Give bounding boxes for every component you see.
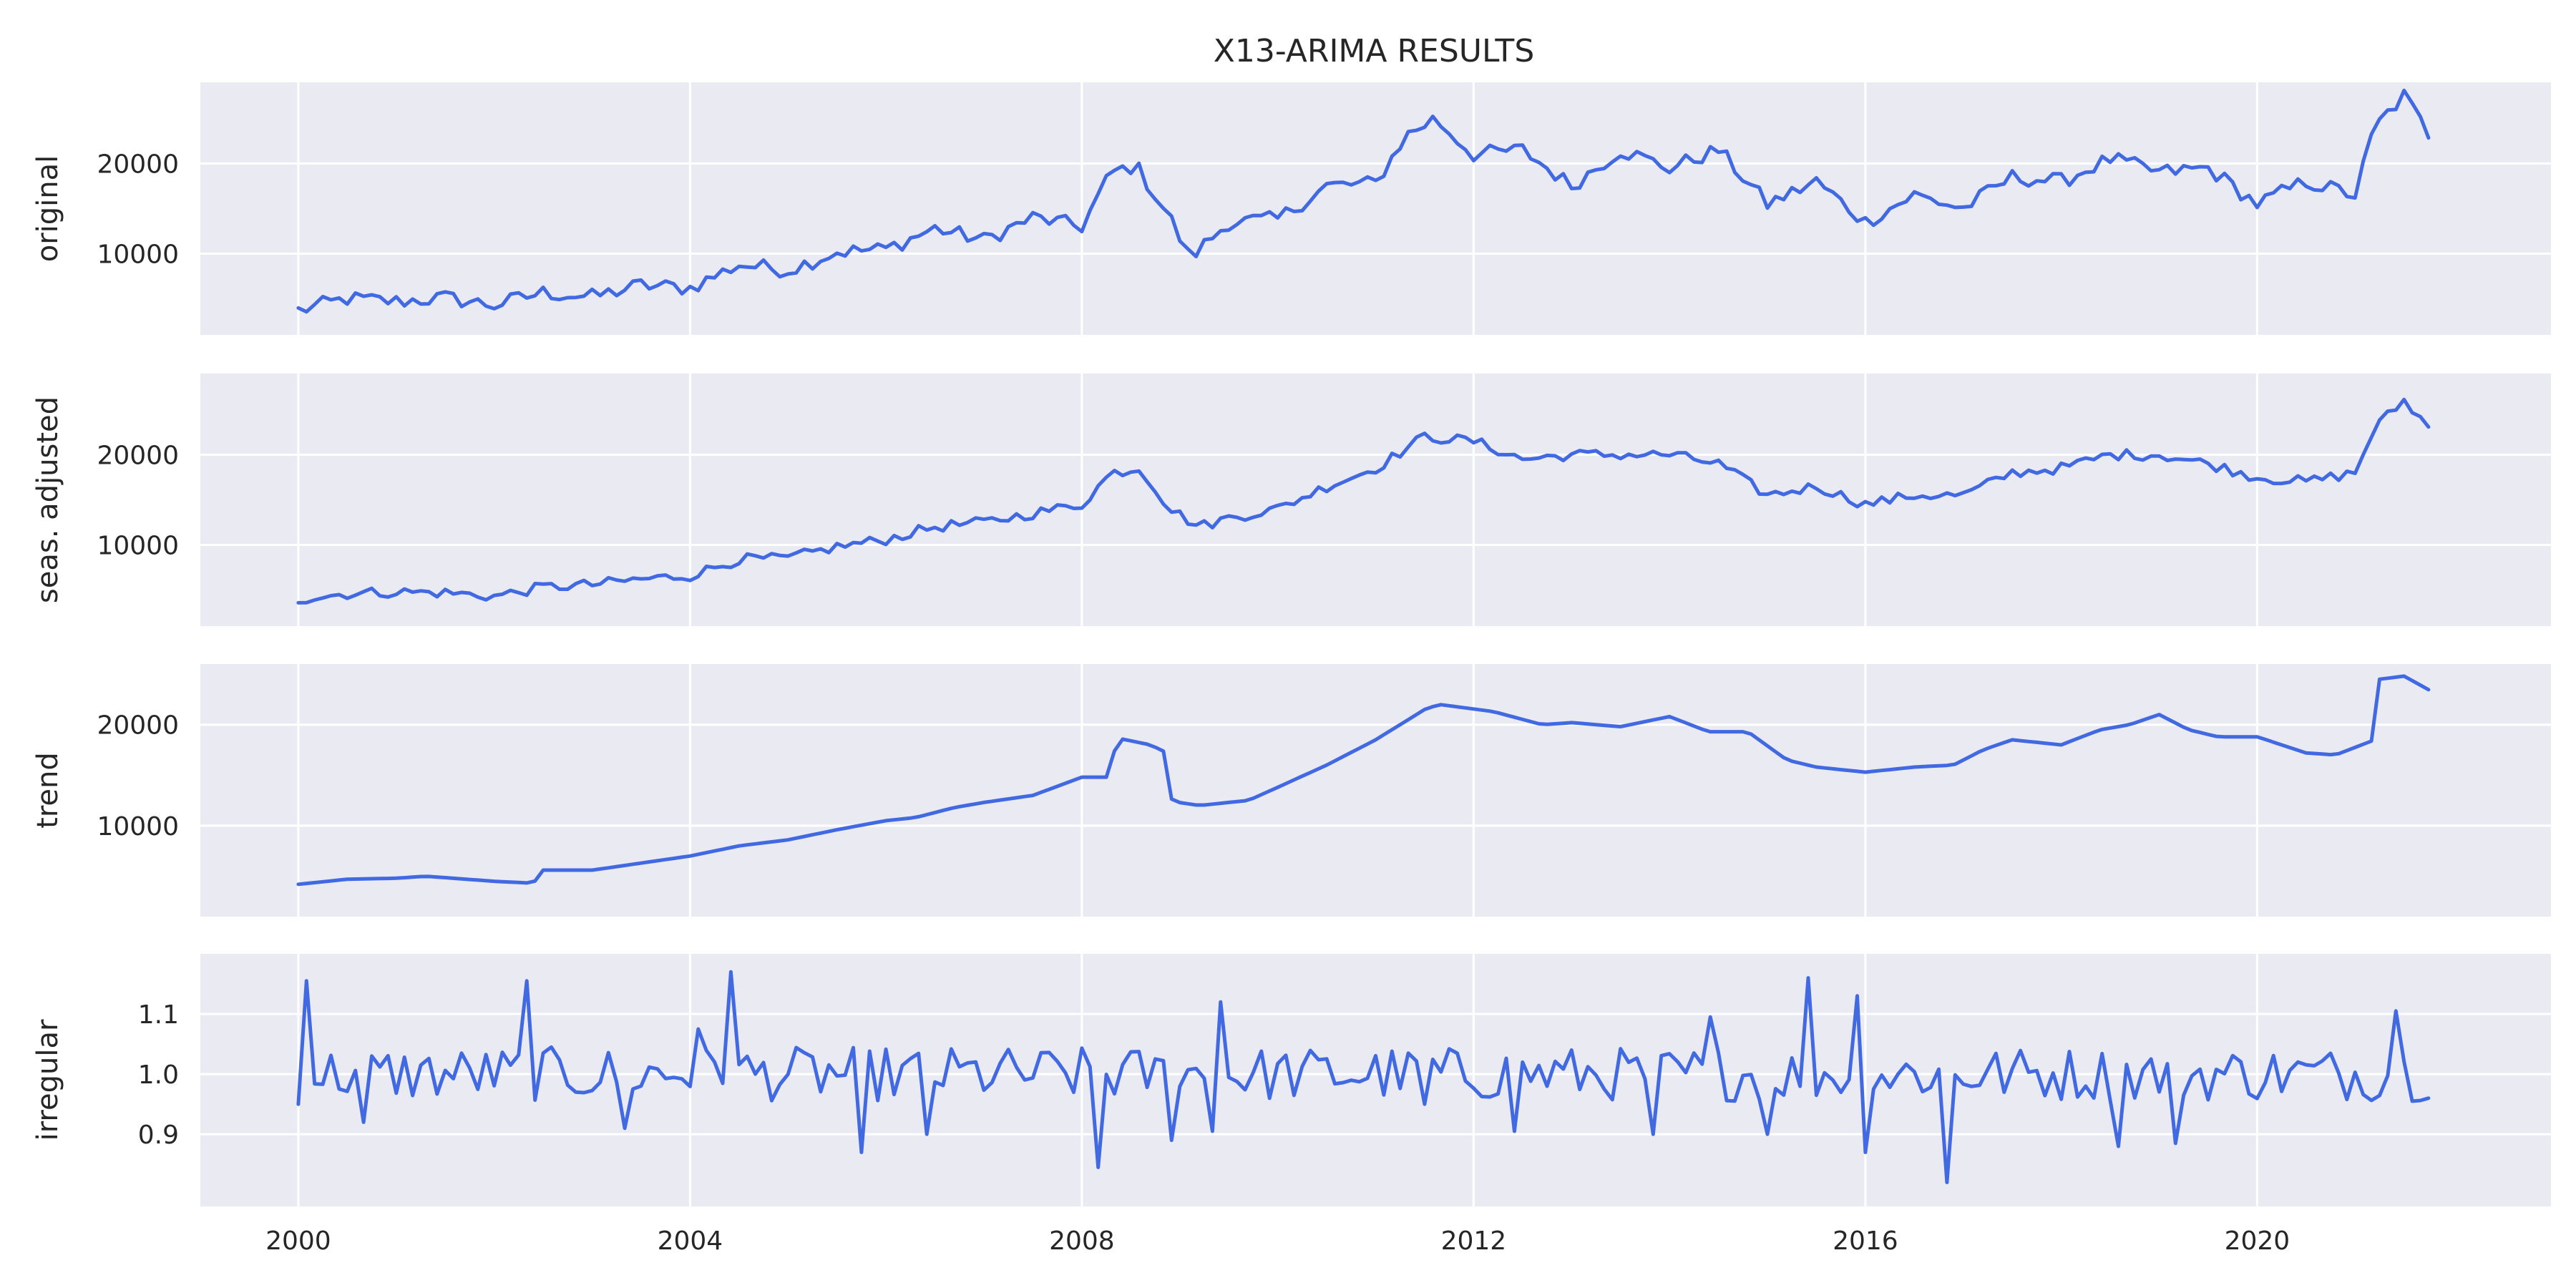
panel-trend: 10000 20000 trend: [31, 664, 2551, 917]
x-axis-ticks: 2000 2004 2008 2012 2016 2020: [265, 1226, 2290, 1256]
y-tick-label: 0.9: [138, 1121, 179, 1150]
x-tick-label: 2020: [2225, 1226, 2290, 1256]
y-axis-label: irregular: [31, 1019, 64, 1141]
panel-irregular: 0.9 1.0 1.1 irregular: [31, 954, 2551, 1206]
series-line-seas-adjusted: [296, 397, 2431, 605]
y-axis-label: trend: [31, 752, 64, 829]
y-tick-label: 10000: [97, 532, 179, 561]
panels: 10000 20000 original 10000 20000 seas. adjust…: [31, 82, 2551, 1206]
panel-background: [200, 664, 2551, 917]
panel-background: [200, 954, 2551, 1206]
x-tick-label: 2000: [265, 1226, 331, 1256]
y-tick-label: 1.1: [138, 1000, 179, 1030]
y-tick-label: 20000: [97, 150, 179, 179]
panel-background: [200, 82, 2551, 335]
x-tick-label: 2016: [1833, 1226, 1898, 1256]
y-tick-label: 10000: [97, 812, 179, 841]
x-tick-label: 2008: [1049, 1226, 1115, 1256]
x-tick-label: 2012: [1441, 1226, 1507, 1256]
series-line-trend: [296, 674, 2431, 887]
panel-seas-adjusted: 10000 20000 seas. adjusted: [31, 374, 2551, 626]
y-tick-label: 1.0: [138, 1060, 179, 1090]
y-tick-label: 10000: [97, 240, 179, 270]
panel-background: [200, 374, 2551, 626]
x-tick-label: 2004: [658, 1226, 723, 1256]
chart-title: X13-ARIMA RESULTS: [1214, 33, 1535, 69]
y-axis-label: seas. adjusted: [31, 396, 64, 603]
series-line-irregular: [296, 970, 2431, 1184]
y-tick-label: 20000: [97, 711, 179, 741]
y-tick-label: 20000: [97, 441, 179, 470]
y-axis-label: original: [31, 155, 64, 263]
panel-original: 10000 20000 original: [31, 82, 2551, 335]
series-line-original: [296, 88, 2431, 314]
